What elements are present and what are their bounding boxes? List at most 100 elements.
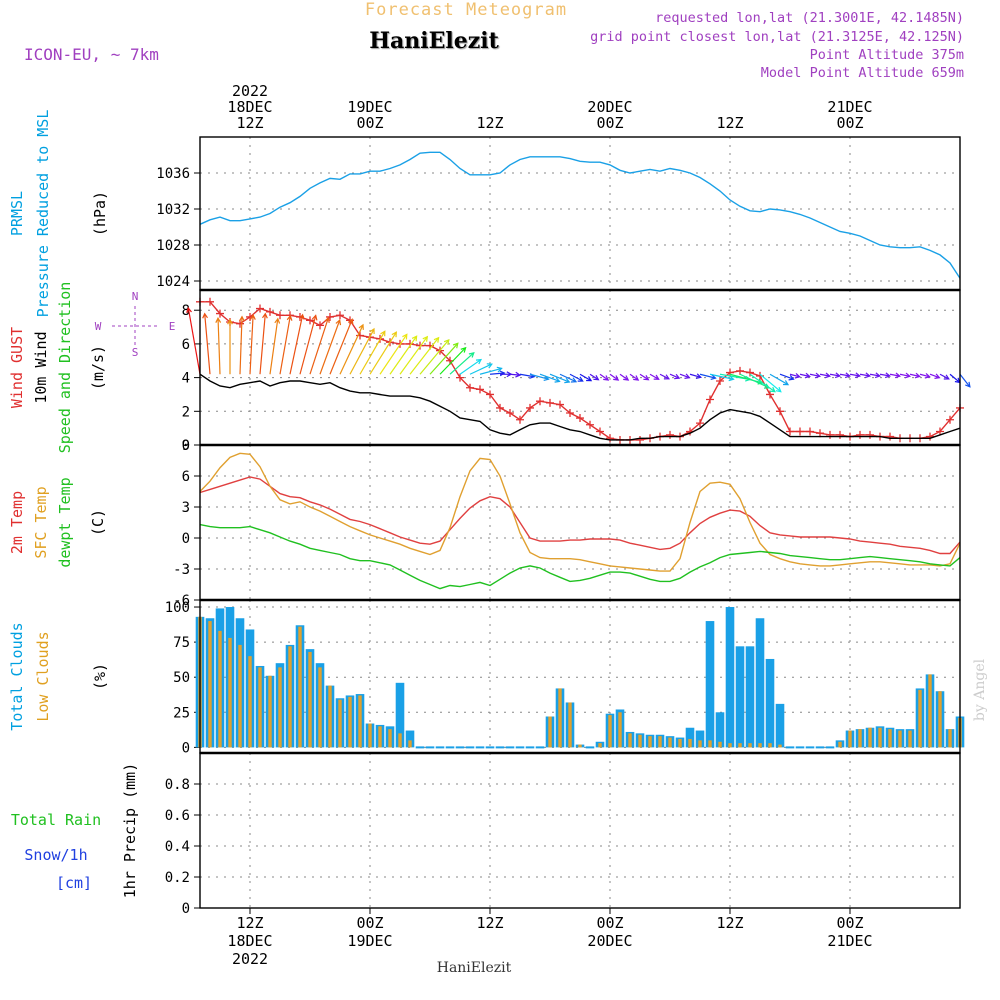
total-cloud-bar: [765, 658, 775, 748]
wind-arrow: [489, 372, 505, 375]
ytick-label: 6: [182, 469, 190, 485]
wind-arrow-head: [422, 335, 429, 342]
panel-frame: [199, 136, 961, 291]
wind-arrow-head: [238, 315, 245, 322]
wind-arrow: [879, 373, 890, 377]
ytick-label: 25: [173, 705, 190, 721]
wind-arrow: [559, 373, 577, 383]
low-cloud-bar: [648, 736, 652, 748]
requested-coords: requested lon,lat (21.3001E, 42.1485N): [655, 10, 964, 26]
wind-arrow-head: [298, 313, 305, 320]
top-time-label: 20DEC: [587, 98, 632, 116]
wind-arrow: [409, 337, 440, 375]
series-sfc-temp: [199, 452, 961, 572]
wind-arrow: [839, 373, 850, 377]
wind-arrow-head: [460, 346, 467, 353]
panel-label: dewpt Temp: [56, 477, 74, 567]
ytick-label: 2: [182, 404, 190, 420]
wind-arrow: [439, 347, 466, 375]
wind-arrow-head: [854, 372, 862, 379]
wind-arrow: [359, 330, 386, 375]
low-cloud-bar: [618, 712, 622, 748]
wind-arrow: [459, 359, 482, 375]
gust-marker: [666, 430, 674, 439]
panel-label: SFC Temp: [32, 486, 50, 558]
wind-arrow-head: [468, 351, 475, 358]
wind-arrow-head: [695, 373, 703, 379]
top-time-label: 12Z: [716, 114, 743, 132]
low-cloud-bar: [258, 667, 262, 748]
total-cloud-bar: [715, 712, 725, 748]
wind-arrow-head: [202, 312, 208, 319]
wind-arrow-head: [262, 312, 268, 319]
wind-arrow-head: [227, 318, 233, 325]
wind-arrow: [609, 373, 619, 381]
wind-arrow-head: [782, 380, 790, 386]
gust-marker: [316, 321, 324, 330]
ytick-label: 9: [182, 438, 190, 454]
wind-arrow: [509, 373, 521, 376]
gust-marker: [476, 385, 484, 394]
total-cloud-bar: [405, 730, 415, 748]
bottom-time-label: 12Z: [716, 914, 743, 932]
wind-arrow-head: [564, 377, 571, 384]
ytick-label: -6: [173, 593, 190, 609]
wind-arrow: [759, 373, 782, 393]
ytick-label: 0.8: [165, 777, 190, 793]
wind-arrow: [429, 342, 459, 375]
wind-arrow-head: [728, 375, 735, 382]
panel-wind: 0 2 4 6 8 Wind GUST 10m Wind Speed and Directio…: [8, 282, 971, 454]
wind-arrow-head: [570, 377, 578, 383]
wind-arrow-head: [486, 363, 493, 369]
wind-arrow: [669, 373, 680, 379]
total-cloud-bar: [685, 727, 695, 748]
wind-arrow: [919, 373, 930, 378]
ytick-label: 1036: [156, 166, 190, 182]
wind-arrow-head: [347, 318, 354, 325]
low-cloud-bar: [938, 691, 942, 748]
wind-arrow: [749, 373, 776, 393]
wind-arrow: [589, 373, 599, 381]
wind-arrow: [869, 373, 880, 377]
wind-arrow: [469, 363, 493, 375]
wind-arrow-head: [215, 317, 222, 323]
gust-marker: [806, 427, 814, 436]
wind-arrow: [419, 339, 450, 375]
ytick-label: 100: [165, 600, 190, 616]
low-cloud-bar: [288, 646, 292, 748]
wind-arrow-head: [864, 372, 872, 379]
low-cloud-bar: [218, 630, 222, 748]
total-cloud-bar: [775, 703, 785, 748]
low-cloud-bar: [698, 740, 702, 748]
wind-arrow: [739, 373, 770, 389]
wind-arrow: [449, 352, 475, 375]
wind-arrow: [539, 373, 560, 382]
ytick-label: 0: [182, 438, 190, 454]
gust-marker: [776, 407, 784, 416]
wind-arrow: [809, 373, 820, 377]
low-cloud-bar: [878, 727, 882, 748]
wind-arrow: [309, 317, 329, 375]
panel-label: 1hr Precip (mm): [121, 763, 139, 898]
panel-label: (%): [91, 663, 109, 690]
low-cloud-bar: [838, 741, 842, 748]
gust-marker: [736, 366, 744, 375]
wind-arrow-head: [586, 376, 593, 382]
panel-label: (hPa): [91, 191, 109, 236]
gust-marker: [506, 408, 514, 417]
panel-label: Total Rain: [11, 811, 101, 829]
low-cloud-bar: [558, 688, 562, 748]
series-prmsl: [199, 151, 961, 279]
low-cloud-bar: [248, 656, 252, 748]
wind-arrow-head: [286, 314, 293, 321]
wind-arrow-head: [369, 327, 375, 335]
model-name: ICON-EU, ~ 7km: [24, 45, 159, 64]
ytick-label: 0.2: [165, 870, 190, 886]
low-cloud-bar: [658, 736, 662, 748]
panel-temperature: -6 -3 0 3 6 9 2m Temp SFC Temp dewpt Temp (C): [8, 438, 961, 609]
total-cloud-bar: [725, 607, 735, 748]
gust-marker: [216, 309, 224, 318]
ytick-label: 1028: [156, 238, 190, 254]
panel-label: [cm]: [56, 874, 92, 892]
wind-arrow: [479, 367, 502, 375]
